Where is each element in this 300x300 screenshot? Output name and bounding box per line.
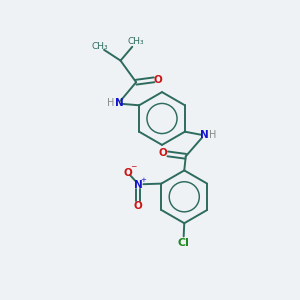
Text: CH₃: CH₃ <box>92 42 108 51</box>
Text: N: N <box>134 180 142 190</box>
Text: O: O <box>134 201 142 211</box>
Text: N: N <box>115 98 124 108</box>
Text: Cl: Cl <box>178 238 190 248</box>
Text: −: − <box>130 163 136 172</box>
Text: H: H <box>107 98 115 108</box>
Text: H: H <box>209 130 217 140</box>
Text: CH₃: CH₃ <box>128 38 144 46</box>
Text: O: O <box>153 75 162 85</box>
Text: O: O <box>123 167 132 178</box>
Text: N: N <box>200 130 209 140</box>
Text: +: + <box>140 177 146 183</box>
Text: O: O <box>159 148 168 158</box>
